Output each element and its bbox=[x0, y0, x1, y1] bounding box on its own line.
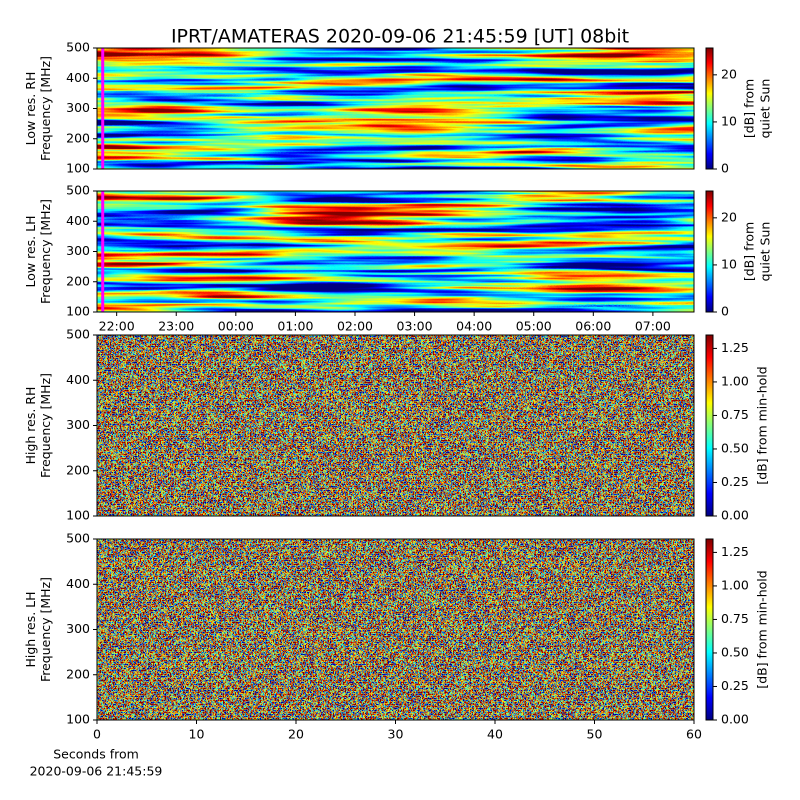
colorbar-label: [dB] from bbox=[742, 79, 757, 138]
y-axis-label: Frequency [MHz] bbox=[38, 577, 53, 682]
y-tick-label: 400 bbox=[66, 576, 90, 591]
colorbar-tick-label: 10 bbox=[721, 113, 737, 128]
y-axis-label: Frequency [MHz] bbox=[38, 373, 53, 478]
colorbar-tick-label: 0.50 bbox=[721, 440, 749, 455]
x-tick-label: 30 bbox=[388, 727, 404, 742]
colorbar bbox=[705, 334, 714, 517]
colorbar-tick-label: 20 bbox=[721, 66, 737, 81]
colorbar-tick-label: 0.75 bbox=[721, 407, 749, 422]
x-tick-label: 02:00 bbox=[337, 319, 373, 334]
x-tick-label: 60 bbox=[686, 727, 702, 742]
colorbar-label: quiet Sun bbox=[758, 79, 773, 139]
colorbar-tick-label: 1.00 bbox=[721, 577, 749, 592]
y-tick-label: 400 bbox=[66, 70, 90, 85]
y-tick-label: 200 bbox=[66, 462, 90, 477]
y-tick-label: 100 bbox=[66, 508, 90, 523]
colorbar-tick-label: 0 bbox=[721, 304, 729, 319]
colorbar-label: quiet Sun bbox=[758, 222, 773, 282]
colorbar-tick-label: 0.25 bbox=[721, 678, 749, 693]
colorbar bbox=[705, 538, 714, 721]
y-tick-label: 500 bbox=[66, 183, 90, 198]
x-tick-label: 01:00 bbox=[277, 319, 313, 334]
x-tick-label: 05:00 bbox=[516, 319, 552, 334]
x-tick-label: 23:00 bbox=[158, 319, 194, 334]
y-tick-label: 500 bbox=[66, 531, 90, 546]
x-tick-label: 03:00 bbox=[397, 319, 433, 334]
y-axis-label: High res. RH bbox=[23, 387, 38, 465]
y-tick-label: 400 bbox=[66, 213, 90, 228]
colorbar-label: [dB] from bbox=[742, 222, 757, 281]
x-tick-label: 10 bbox=[189, 727, 205, 742]
colorbar-tick-label: 1.00 bbox=[721, 373, 749, 388]
colorbar-tick-label: 0.00 bbox=[721, 712, 749, 727]
x-tick-label: 04:00 bbox=[456, 319, 492, 334]
y-tick-label: 200 bbox=[66, 273, 90, 288]
y-tick-label: 300 bbox=[66, 417, 90, 432]
colorbar-tick-label: 10 bbox=[721, 256, 737, 271]
y-axis-label: High res. LH bbox=[23, 591, 38, 667]
y-axis-label: Frequency [MHz] bbox=[38, 56, 53, 161]
colorbar-tick-label: 1.25 bbox=[721, 544, 749, 559]
x-tick-label: 00:00 bbox=[218, 319, 254, 334]
x-tick-label: 0 bbox=[93, 727, 101, 742]
x-tick-label: 06:00 bbox=[575, 319, 611, 334]
x-axis-label: Seconds from bbox=[53, 747, 139, 762]
y-tick-label: 400 bbox=[66, 372, 90, 387]
figure-title: IPRT/AMATERAS 2020-09-06 21:45:59 [UT] 0… bbox=[171, 26, 629, 48]
y-tick-label: 200 bbox=[66, 666, 90, 681]
y-tick-label: 100 bbox=[66, 304, 90, 319]
x-tick-label: 40 bbox=[487, 727, 503, 742]
y-tick-label: 300 bbox=[66, 621, 90, 636]
colorbar-label: [dB] from min-hold bbox=[755, 570, 770, 688]
x-axis-label: 2020-09-06 21:45:59 bbox=[30, 764, 163, 779]
y-axis-label: Low res. LH bbox=[23, 216, 38, 288]
colorbar bbox=[705, 190, 714, 313]
colorbar-tick-label: 0.00 bbox=[721, 508, 749, 523]
spectrogram bbox=[97, 191, 694, 312]
x-tick-label: 20 bbox=[288, 727, 304, 742]
x-tick-label: 07:00 bbox=[635, 319, 671, 334]
y-tick-label: 100 bbox=[66, 161, 90, 176]
y-axis-label: Low res. RH bbox=[23, 72, 38, 146]
colorbar-tick-label: 0.75 bbox=[721, 611, 749, 626]
colorbar bbox=[705, 47, 714, 170]
colorbar-tick-label: 20 bbox=[721, 209, 737, 224]
x-tick-label: 50 bbox=[587, 727, 603, 742]
colorbar-tick-label: 0 bbox=[721, 161, 729, 176]
y-tick-label: 500 bbox=[66, 40, 90, 55]
colorbar-label: [dB] from min-hold bbox=[755, 366, 770, 484]
colorbar-tick-label: 1.25 bbox=[721, 340, 749, 355]
y-tick-label: 300 bbox=[66, 100, 90, 115]
y-axis-label: Frequency [MHz] bbox=[38, 199, 53, 304]
y-tick-label: 500 bbox=[66, 327, 90, 342]
x-tick-label: 22:00 bbox=[99, 319, 135, 334]
y-tick-label: 300 bbox=[66, 243, 90, 258]
colorbar-tick-label: 0.25 bbox=[721, 474, 749, 489]
spectrogram bbox=[97, 539, 694, 720]
colorbar-tick-label: 0.50 bbox=[721, 644, 749, 659]
spectrogram bbox=[97, 48, 694, 169]
spectrogram bbox=[97, 335, 694, 516]
y-tick-label: 100 bbox=[66, 712, 90, 727]
y-tick-label: 200 bbox=[66, 130, 90, 145]
